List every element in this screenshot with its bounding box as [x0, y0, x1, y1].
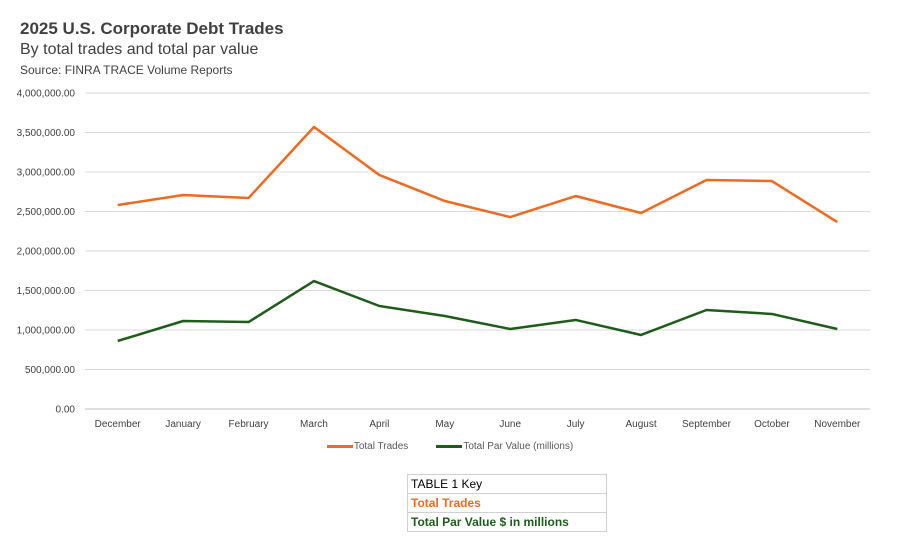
y-tick-label: 0.00: [56, 405, 76, 416]
x-tick-label: November: [814, 419, 861, 430]
x-tick-label: May: [435, 419, 454, 430]
key-row-total-trades: Total Trades: [407, 493, 607, 513]
legend-item-par-value: Total Par Value (millions): [436, 441, 573, 452]
x-tick-label: December: [95, 419, 142, 430]
key-table: TABLE 1 Key Total Trades Total Par Value…: [407, 474, 607, 532]
y-tick-label: 2,500,000.00: [17, 207, 76, 218]
y-tick-label: 3,500,000.00: [17, 128, 76, 139]
legend-item-total-trades: Total Trades: [326, 441, 409, 452]
x-tick-label: August: [625, 419, 656, 430]
legend: Total Trades Total Par Value (millions): [0, 441, 900, 452]
legend-swatch: [436, 444, 463, 448]
line-chart: 0.00 500,000.00 1,000,000.00 1,500,000.00 2,…: [17, 89, 870, 430]
series-line-total-trades: [117, 125, 838, 224]
y-tick-label: 1,500,000.00: [17, 286, 76, 297]
series-line-par-value: [117, 279, 838, 343]
y-tick-label: 1,000,000.00: [17, 326, 76, 337]
x-tick-label: June: [499, 419, 521, 430]
key-table-title: TABLE 1 Key: [407, 474, 607, 494]
legend-swatch: [326, 444, 353, 448]
chart-subtitle: By total trades and total par value: [20, 41, 259, 58]
x-tick-label: September: [682, 419, 732, 430]
key-row-par-value: Total Par Value $ in millions: [407, 512, 607, 532]
chart-title: 2025 U.S. Corporate Debt Trades: [20, 19, 284, 38]
legend-label: Total Par Value (millions): [463, 441, 574, 452]
x-tick-label: January: [165, 419, 201, 430]
legend-label: Total Trades: [353, 441, 409, 452]
chart-source: Source: FINRA TRACE Volume Reports: [20, 63, 233, 77]
y-tick-label: 3,000,000.00: [17, 168, 76, 179]
y-tick-label: 4,000,000.00: [17, 89, 76, 100]
x-tick-label: March: [300, 419, 328, 430]
x-tick-label: February: [229, 419, 269, 430]
y-tick-label: 2,000,000.00: [17, 247, 76, 258]
x-tick-label: April: [369, 419, 389, 430]
x-tick-label: October: [754, 419, 790, 430]
y-tick-label: 500,000.00: [25, 365, 75, 376]
x-tick-label: July: [567, 419, 585, 430]
